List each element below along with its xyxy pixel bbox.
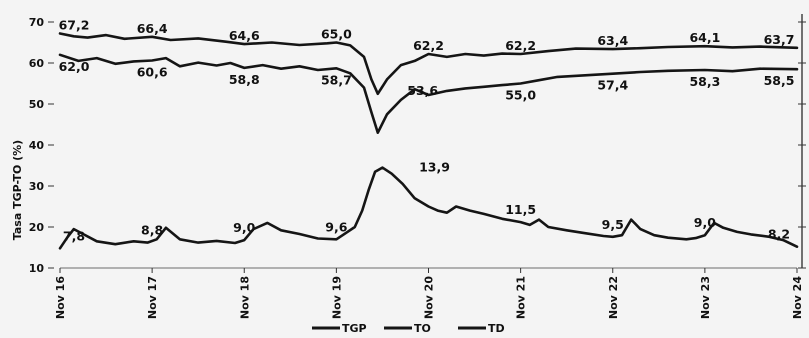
data-label: 9,0 xyxy=(694,215,716,230)
x-tick-label: Nov 19 xyxy=(330,276,343,319)
data-label: 62,2 xyxy=(413,38,444,53)
data-label: 62,2 xyxy=(505,38,536,53)
data-label: 8,8 xyxy=(141,223,163,238)
x-tick-label: Nov 18 xyxy=(238,276,251,319)
y-tick-label: 40 xyxy=(29,139,45,152)
data-label: 9,0 xyxy=(233,220,255,235)
x-tick-label: Nov 22 xyxy=(607,276,620,319)
data-label: 9,6 xyxy=(325,219,347,234)
x-tick-label: Nov 24 xyxy=(791,276,804,319)
legend-label-tgp: TGP xyxy=(342,322,367,335)
data-label: 58,3 xyxy=(689,74,720,89)
x-tick-label: Nov 17 xyxy=(146,276,159,319)
data-label: 53,6 xyxy=(407,83,438,98)
data-label: 66,4 xyxy=(137,21,168,36)
y-tick-label: 30 xyxy=(29,180,45,193)
x-tick-label: Nov 16 xyxy=(54,276,67,319)
data-label: 57,4 xyxy=(597,78,628,93)
series-lines xyxy=(60,34,797,249)
data-label: 63,7 xyxy=(764,32,795,47)
data-label: 8,2 xyxy=(768,227,790,242)
series-line-td xyxy=(60,168,797,249)
data-label: 58,5 xyxy=(764,73,795,88)
legend: TGP TO TD xyxy=(312,322,505,335)
data-label: 64,6 xyxy=(229,28,260,43)
x-tick-label: Nov 21 xyxy=(515,276,528,319)
data-label: 9,5 xyxy=(602,217,624,232)
data-labels: 67,2 66,4 64,6 65,0 62,2 62,2 63,4 64,1 63,7 62,0… xyxy=(59,17,795,243)
data-label: 58,8 xyxy=(229,72,260,87)
y-tick-label: 60 xyxy=(29,57,45,70)
data-label: 13,9 xyxy=(419,160,450,175)
y-tick-label: 20 xyxy=(29,221,45,234)
data-label: 65,0 xyxy=(321,27,352,42)
legend-label-td: TD xyxy=(488,322,505,335)
legend-label-to: TO xyxy=(414,322,431,335)
y-tick-label: 10 xyxy=(29,262,45,275)
y-axis-label: Tasa TGP-TO (%) xyxy=(11,140,24,240)
x-tick-label: Nov 20 xyxy=(423,276,436,319)
data-label: 55,0 xyxy=(505,88,536,103)
data-label: 58,7 xyxy=(321,72,352,87)
x-axis: Nov 16 Nov 17 Nov 18 Nov 19 Nov 20 Nov 21 Nov … xyxy=(54,268,804,319)
data-label: 67,2 xyxy=(59,17,90,32)
y-tick-label: 50 xyxy=(29,98,45,111)
y-tick-label: 70 xyxy=(29,16,45,29)
data-label: 63,4 xyxy=(597,33,628,48)
data-label: 62,0 xyxy=(59,59,90,74)
data-label: 60,6 xyxy=(137,65,168,80)
data-label: 64,1 xyxy=(689,30,720,45)
data-label: 11,5 xyxy=(505,202,536,217)
data-label: 7,8 xyxy=(63,228,85,243)
x-tick-label: Nov 23 xyxy=(699,276,712,319)
